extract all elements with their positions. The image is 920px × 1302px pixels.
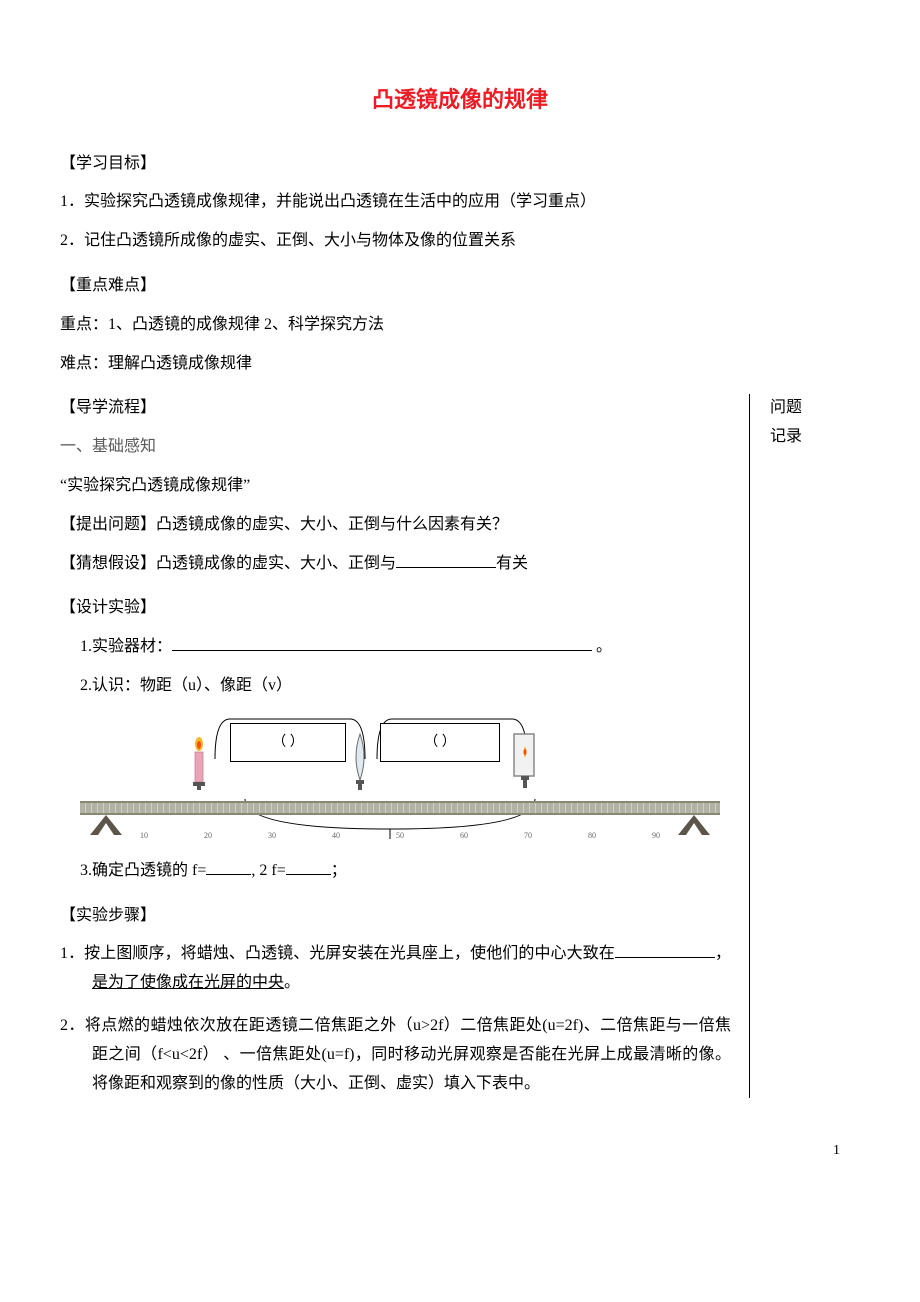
optical-bench-rail: [80, 801, 720, 815]
apparatus-suffix: 。: [592, 638, 612, 655]
tick-30: 30: [268, 829, 276, 843]
tick-10: 10: [140, 829, 148, 843]
key-point-line: 重点：1、凸透镜的成像规律 2、科学探究方法: [60, 311, 860, 340]
two-column-region: 问题 记录 【导学流程】 一、基础感知 “实验探究凸透镜成像规律” 【提出问题】…: [60, 394, 860, 1098]
image-distance-paren: （ ）: [424, 735, 456, 750]
title-text: 凸透镜成像的规律: [372, 87, 548, 112]
tick-20: 20: [204, 829, 212, 843]
page-number: 1: [60, 1138, 860, 1163]
step1-underline: 是为了使像成在光屏的中央: [92, 974, 284, 991]
learning-goal-2: 2．记住凸透镜所成像的虚实、正倒、大小与物体及像的位置关系: [60, 227, 860, 256]
f-blank-2: [286, 859, 331, 875]
object-distance-box: （ ）: [230, 723, 346, 762]
apparatus-prefix: 1.实验器材：: [80, 638, 172, 655]
guide-flow-heading: 【导学流程】: [60, 394, 731, 423]
bench-leg-right-icon: [676, 815, 712, 837]
design-item-3: 3.确定凸透镜的 f= , 2 f= ；: [60, 857, 731, 886]
design-item-1: 1.实验器材： 。: [60, 633, 731, 662]
f-suffix: ；: [331, 862, 347, 879]
f-prefix: 3.确定凸透镜的 f=: [80, 862, 206, 879]
tick-50: 50: [396, 829, 404, 843]
tick-40: 40: [332, 829, 340, 843]
design-experiment-heading: 【设计实验】: [60, 594, 731, 623]
learning-goals-heading: 【学习目标】: [60, 150, 860, 179]
hypothesis-blank: [396, 552, 496, 568]
f-mid: , 2 f=: [251, 862, 285, 879]
design-item-2: 2.认识：物距（u）、像距（v）: [60, 672, 731, 701]
raise-question-label: 【提出问题】: [60, 516, 156, 533]
tick-90: 90: [652, 829, 660, 843]
main-content-column: 【导学流程】 一、基础感知 “实验探究凸透镜成像规律” 【提出问题】凸透镜成像的…: [60, 394, 750, 1098]
raise-question-line: 【提出问题】凸透镜成像的虚实、大小、正倒与什么因素有关？: [60, 511, 731, 540]
convex-lens-icon: [350, 732, 370, 801]
step-2: 2．将点燃的蜡烛依次放在距透镜二倍焦距之外（u>2f）二倍焦距处(u=2f)、二…: [60, 1012, 731, 1098]
object-distance-paren: （ ）: [272, 735, 304, 750]
experiment-topic: “实验探究凸透镜成像规律”: [60, 472, 731, 501]
hypothesis-prefix: 凸透镜成像的虚实、大小、正倒与: [156, 555, 396, 572]
step1-end: 。: [284, 974, 300, 991]
learning-goal-1: 1．实验探究凸透镜成像规律，并能说出凸透镜在生活中的应用（学习重点）: [60, 188, 860, 217]
tick-60: 60: [460, 829, 468, 843]
sidebar-line-2: 记录: [770, 423, 830, 452]
page-title: 凸透镜成像的规律: [60, 80, 860, 120]
raise-question-text: 凸透镜成像的虚实、大小、正倒与什么因素有关？: [156, 516, 508, 533]
candle-icon: [190, 736, 208, 801]
screen-icon: [512, 732, 536, 801]
step1-suffix: ，: [715, 945, 731, 962]
f-blank-1: [206, 859, 251, 875]
experiment-steps-heading: 【实验步骤】: [60, 902, 731, 931]
apparatus-blank: [172, 635, 592, 651]
step-1: 1．按上图顺序，将蜡烛、凸透镜、光屏安装在光具座上，使他们的中心大致在 ， 是为了使…: [60, 940, 731, 998]
key-difficult-heading: 【重点难点】: [60, 272, 860, 301]
tick-70: 70: [524, 829, 532, 843]
difficult-point-line: 难点：理解凸透镜成像规律: [60, 350, 860, 379]
image-distance-box: （ ）: [380, 723, 500, 762]
basic-perception-label: 一、基础感知: [60, 433, 731, 462]
hypothesis-line: 【猜想假设】凸透镜成像的虚实、大小、正倒与 有关: [60, 550, 731, 579]
optical-bench-diagram: （ ） （ ）: [80, 711, 720, 851]
hypothesis-suffix: 有关: [496, 555, 528, 572]
bench-leg-left-icon: [88, 815, 124, 837]
tick-80: 80: [588, 829, 596, 843]
sidebar-line-1: 问题: [770, 394, 830, 423]
step1-blank: [615, 942, 715, 958]
hypothesis-label: 【猜想假设】: [60, 555, 156, 572]
step1-prefix: 1．按上图顺序，将蜡烛、凸透镜、光屏安装在光具座上，使他们的中心大致在: [60, 945, 615, 962]
sidebar-notes: 问题 记录: [770, 394, 830, 452]
